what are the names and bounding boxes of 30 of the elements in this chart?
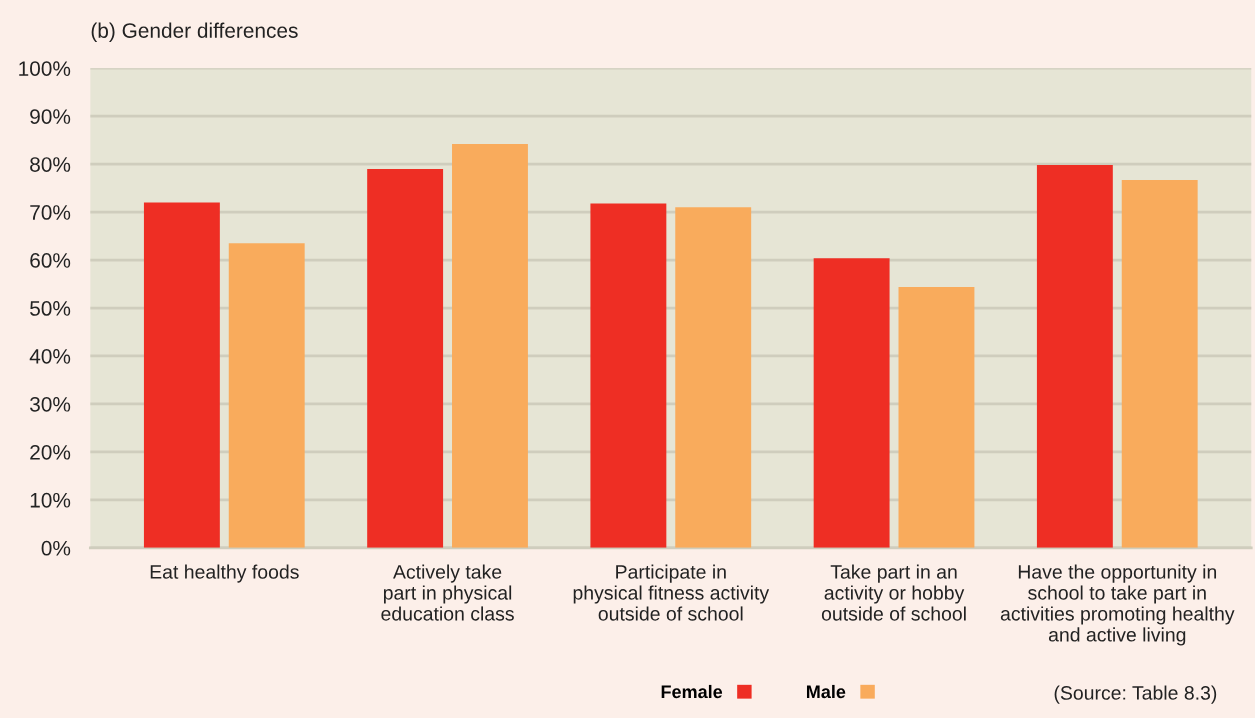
legend-label: Male [806, 684, 846, 699]
bar [898, 286, 975, 548]
y-tick-label: 30% [30, 396, 71, 412]
y-tick-label: 70% [30, 205, 71, 220]
y-tick-label: 60% [30, 253, 71, 268]
bar [228, 243, 305, 548]
bar [675, 207, 752, 548]
legend-label: Female [661, 684, 723, 699]
y-tick-label: 80% [30, 157, 71, 172]
y-tick-label: 40% [29, 348, 71, 364]
y-tick-label: 50% [30, 301, 71, 316]
bar [367, 168, 444, 548]
bar [143, 202, 220, 548]
bar [590, 203, 667, 548]
x-tick-label: Eat healthy foods [150, 564, 299, 583]
bar [1036, 165, 1113, 548]
bar [452, 143, 528, 548]
chart-title: (b) Gender differences [91, 22, 298, 43]
y-tick-label: 100% [19, 61, 71, 76]
x-tick-label: Take part in an activity or hobby outside of school [821, 564, 966, 621]
text: (Source: Table 8.3) [1054, 685, 1217, 704]
bar [813, 258, 890, 548]
x-tick-label: Actively take part in physical education class [381, 564, 514, 621]
y-tick-label: 10% [30, 492, 71, 508]
y-tick-label: 90% [30, 109, 71, 124]
y-tick-label: 20% [30, 444, 71, 460]
bar [1121, 179, 1198, 548]
x-tick-label: Participate in physical fitness activity outside of school [573, 564, 770, 621]
x-tick-label: Have the opportunity in school to take part in activities promoting healthy and active living [1000, 564, 1235, 646]
y-tick-label: 0% [41, 540, 71, 556]
